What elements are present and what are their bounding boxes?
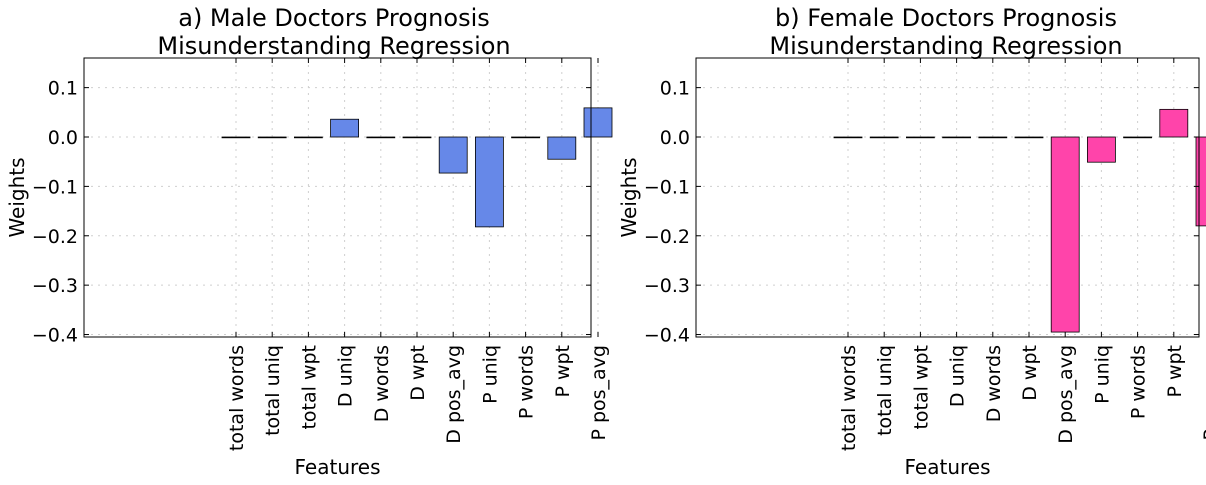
x-tick-label: P uniq: [479, 345, 501, 404]
y-tick-label: −0.3: [32, 275, 78, 297]
x-tick-label: P wpt: [552, 345, 574, 398]
x-tick-label: total words: [838, 345, 860, 451]
y-tick-label: −0.4: [32, 325, 78, 347]
bar-p-uniq: [1087, 136, 1116, 163]
bar-d-wpt: [1014, 136, 1044, 139]
plot-frame: [83, 57, 592, 338]
y-axis-label: Weights: [617, 157, 641, 237]
bar-p-pos-avg: [583, 107, 613, 138]
bar-p-wpt: [547, 136, 577, 160]
bar-total-uniq: [869, 136, 899, 139]
bar-total-wpt: [906, 136, 935, 139]
x-tick-label: total wpt: [298, 345, 320, 430]
x-tick-label: D words: [983, 345, 1005, 422]
chart-panel-a: 0.1 0.0 −0.1 −0.2 −0.3 −0.4 total words total u…: [5, 4, 613, 479]
x-tick-label: D wpt: [407, 345, 429, 401]
bar-d-uniq: [330, 118, 360, 138]
bar-p-words: [511, 136, 541, 139]
bar-d-uniq: [942, 136, 971, 139]
bar-p-uniq: [474, 136, 504, 228]
bar-p-words: [1123, 136, 1152, 139]
bar-total-uniq: [257, 136, 287, 139]
bar-total-words: [221, 136, 251, 139]
bar-p-wpt: [1159, 108, 1189, 138]
x-axis-label: Features: [295, 455, 381, 479]
y-tick-label: −0.1: [644, 176, 690, 198]
x-tick-label: total wpt: [910, 345, 932, 430]
x-tick-label: P words: [516, 345, 538, 419]
x-tick-label: total uniq: [262, 345, 284, 436]
y-tick-label: 0.1: [48, 78, 78, 100]
x-tick-label: P pos_avg: [1200, 345, 1206, 441]
y-tick-label: −0.3: [644, 275, 690, 297]
chart-panel-b: 0.1 0.0 −0.1 −0.2 −0.3 −0.4 total words total u…: [617, 4, 1206, 479]
y-tick-label: −0.4: [644, 325, 690, 347]
plot-frame: [695, 57, 1200, 338]
x-tick-label: D pos_avg: [1055, 345, 1077, 444]
y-tick-label: −0.1: [32, 176, 78, 198]
bar-d-pos-avg: [1050, 136, 1080, 333]
bar-d-words: [978, 136, 1008, 139]
y-axis-label: Weights: [5, 157, 29, 237]
x-tick-label: D wpt: [1019, 345, 1041, 401]
y-tick-label: 0.0: [48, 127, 78, 149]
bar-d-pos-avg: [438, 136, 468, 174]
x-tick-label: total words: [226, 345, 248, 451]
x-tick-label: total uniq: [874, 345, 896, 436]
bar-p-pos-avg: [1195, 136, 1206, 227]
chart-title: b) Female Doctors Prognosis Misunderstand…: [769, 4, 1122, 60]
bar-d-wpt: [402, 136, 432, 139]
chart-title: a) Male Doctors Prognosis Misunderstandin…: [157, 4, 510, 60]
x-tick-label: D uniq: [947, 345, 969, 407]
x-tick-label: P pos_avg: [588, 345, 610, 441]
x-tick-label: D uniq: [335, 345, 357, 407]
bar-total-words: [833, 136, 863, 139]
x-tick-label: D pos_avg: [443, 345, 465, 444]
x-axis-label: Features: [905, 455, 991, 479]
y-tick-label: −0.2: [644, 226, 690, 248]
y-tick-label: −0.2: [32, 226, 78, 248]
x-tick-label: P uniq: [1091, 345, 1113, 404]
y-tick-label: 0.0: [660, 127, 690, 149]
bar-total-wpt: [293, 136, 323, 139]
y-tick-label: 0.1: [660, 78, 690, 100]
x-tick-label: D words: [371, 345, 393, 422]
bar-d-words: [366, 136, 396, 139]
x-tick-label: P wpt: [1164, 345, 1186, 398]
x-tick-label: P words: [1128, 345, 1150, 419]
